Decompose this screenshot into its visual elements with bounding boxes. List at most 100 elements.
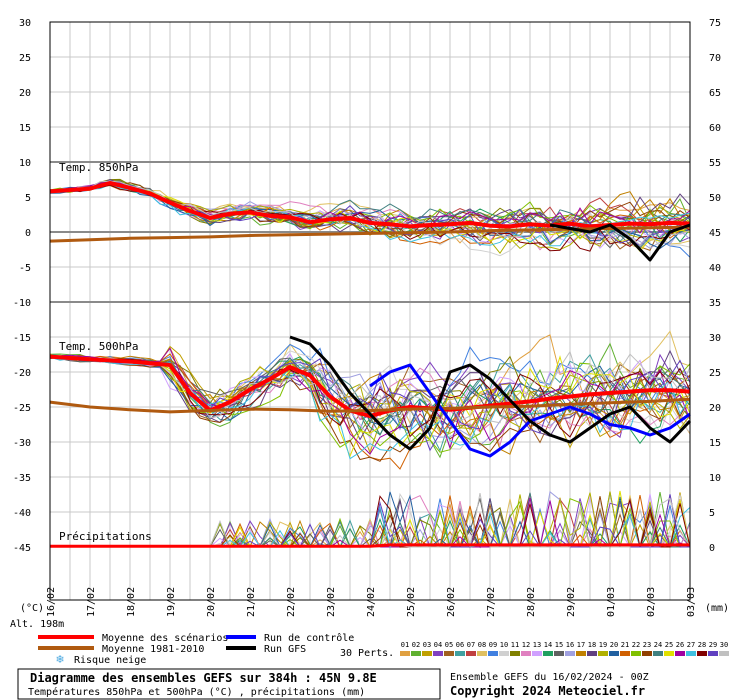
legend-gfs: Run GFS (264, 644, 306, 655)
date-label: 25/02 (406, 587, 417, 617)
right-tick-label: 45 (709, 228, 721, 239)
pert-label: 27 (687, 641, 695, 649)
date-label: 16/02 (46, 587, 57, 617)
pert-swatch (620, 651, 630, 656)
footer-box (17, 668, 441, 700)
pert-label: 30 (720, 641, 728, 649)
right-tick-label: 25 (709, 368, 721, 379)
pert-swatch (411, 651, 421, 656)
date-label: 24/02 (366, 587, 377, 617)
pert-swatch (653, 651, 663, 656)
date-label: 27/02 (486, 587, 497, 617)
pert-swatch (664, 651, 674, 656)
pert-swatch (433, 651, 443, 656)
series-line (49, 397, 691, 414)
left-tick-label: -20 (13, 368, 31, 379)
pert-swatch (532, 651, 542, 656)
pert-label: 09 (489, 641, 497, 649)
right-tick-label: 15 (709, 438, 721, 449)
legend: Moyenne des scénarios Moyenne 1981-2010 … (38, 632, 729, 666)
pert-label: 25 (665, 641, 673, 649)
left-axis-ticks: 30 25 20 15 10 5 0 -5 -10 -15 -20 -25 -30 -35 -40 -45 (13, 18, 31, 554)
pert-label: 03 (423, 641, 431, 649)
right-tick-label: 30 (709, 333, 721, 344)
left-tick-label: 20 (19, 88, 31, 99)
pert-label: 24 (654, 641, 662, 649)
pert-label: 13 (533, 641, 541, 649)
series-line (289, 335, 692, 451)
pert-swatch (686, 651, 696, 656)
series-line (549, 223, 691, 262)
pert-swatch (521, 651, 531, 656)
pert-label: 05 (445, 641, 453, 649)
left-tick-label: 30 (19, 18, 31, 29)
pert-label: 17 (577, 641, 585, 649)
date-label: 03/03 (686, 587, 697, 617)
pert-label: 29 (709, 641, 717, 649)
footer-title: Diagramme des ensembles GEFS sur 384h : … (30, 671, 377, 685)
left-tick-label: 5 (25, 193, 31, 204)
main-series (49, 181, 692, 548)
right-tick-label: 50 (709, 193, 721, 204)
pert-label: 23 (643, 641, 651, 649)
date-label: 29/02 (566, 587, 577, 617)
pert-swatch (554, 651, 564, 656)
pert-swatch (499, 651, 509, 656)
pert-label: 18 (588, 641, 596, 649)
pert-label: 21 (621, 641, 629, 649)
pert-swatch (488, 651, 498, 656)
grid (49, 21, 691, 600)
right-tick-label: 65 (709, 88, 721, 99)
legend-snow: Risque neige (74, 655, 146, 666)
date-label: 23/02 (326, 587, 337, 617)
pert-swatch (565, 651, 575, 656)
right-unit: (mm) (705, 603, 729, 614)
date-label: 19/02 (166, 587, 177, 617)
pert-label: 22 (632, 641, 640, 649)
left-tick-label: -35 (13, 473, 31, 484)
pert-swatch (455, 651, 465, 656)
legend-perts: 30 Perts. (340, 648, 394, 659)
right-tick-label: 60 (709, 123, 721, 134)
pert-swatch (675, 651, 685, 656)
temp500-label: Temp. 500hPa (59, 340, 138, 353)
pert-label: 28 (698, 641, 706, 649)
legend-control: Run de contrôle (264, 632, 354, 644)
pert-label: 02 (412, 641, 420, 649)
date-label: 21/02 (246, 587, 257, 617)
series-line (49, 225, 691, 243)
date-label: 18/02 (126, 587, 137, 617)
left-tick-label: -5 (19, 263, 31, 274)
left-tick-label: 25 (19, 53, 31, 64)
pert-label: 12 (522, 641, 530, 649)
pert-swatch (466, 651, 476, 656)
pert-swatch (587, 651, 597, 656)
date-label: 26/02 (446, 587, 457, 617)
copyright: Copyright 2024 Meteociel.fr (450, 684, 645, 698)
pert-swatch (719, 651, 729, 656)
pert-swatch (510, 651, 520, 656)
pert-label: 14 (544, 641, 552, 649)
right-tick-label: 55 (709, 158, 721, 169)
left-tick-label: 0 (25, 228, 31, 239)
right-tick-label: 0 (709, 543, 715, 554)
pert-swatch (422, 651, 432, 656)
date-label: 22/02 (286, 587, 297, 617)
plot-frame (49, 21, 691, 601)
date-label: 17/02 (86, 587, 97, 617)
left-tick-label: 15 (19, 123, 31, 134)
pert-label: 06 (456, 641, 464, 649)
pert-swatch (598, 651, 608, 656)
member-850-line (49, 184, 691, 247)
left-tick-label: -25 (13, 403, 31, 414)
date-label: 02/03 (646, 587, 657, 617)
pert-legend: 01 02 03 04 05 06 07 08 09 10 11 12 13 14 15 16 17 18 19 20… (400, 641, 729, 656)
pert-swatch (697, 651, 707, 656)
left-tick-label: 10 (19, 158, 31, 169)
pert-label: 19 (599, 641, 607, 649)
snowflake-icon: ❄ (55, 653, 64, 666)
right-tick-label: 75 (709, 18, 721, 29)
date-label: 01/03 (606, 587, 617, 617)
pert-swatch (631, 651, 641, 656)
